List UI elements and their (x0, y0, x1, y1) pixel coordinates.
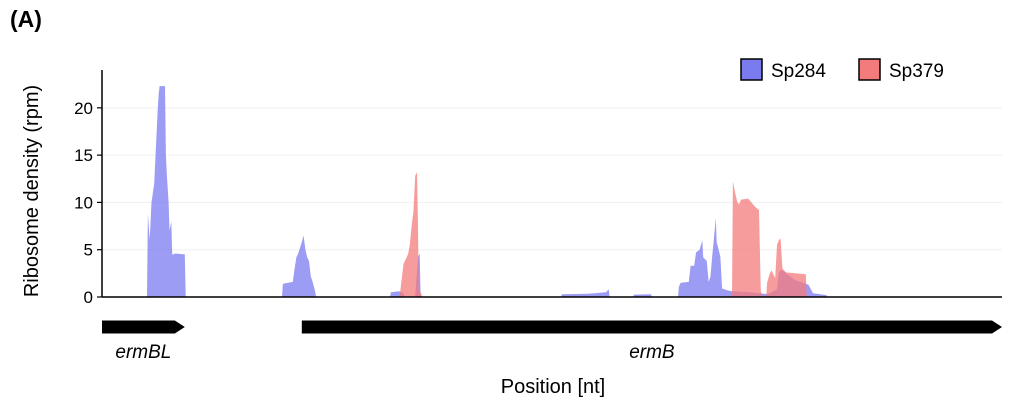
legend-swatch-sp284 (740, 58, 763, 81)
gene-label-ermb: ermB (629, 342, 675, 363)
gene-arrow-ermbl (102, 320, 185, 334)
density-areas (102, 86, 1002, 298)
gene-label-ermbl: ermBL (115, 342, 171, 363)
panel-label: (A) (10, 6, 42, 32)
series-area-sp284 (102, 86, 828, 297)
y-tick-label-4: 20 (74, 99, 93, 118)
y-tick-label-3: 15 (74, 146, 93, 165)
legend-label-sp284: Sp284 (771, 61, 826, 82)
y-tick-label-1: 5 (84, 241, 93, 260)
legend-swatch-sp379 (858, 58, 881, 81)
y-axis-title: Ribosome density (rpm) (21, 85, 43, 297)
legend: Sp284 Sp379 (740, 58, 944, 82)
y-tick-label-2: 10 (74, 193, 93, 212)
y-axis: 0 5 10 15 20 (74, 70, 103, 307)
legend-label-sp379: Sp379 (889, 61, 944, 82)
y-tick-label-0: 0 (84, 288, 93, 307)
gene-arrow-ermb (301, 320, 1002, 334)
series-area-sp379 (102, 172, 807, 297)
x-axis-title: Position [nt] (501, 376, 606, 398)
gene-track: ermBL ermB (102, 320, 1002, 363)
